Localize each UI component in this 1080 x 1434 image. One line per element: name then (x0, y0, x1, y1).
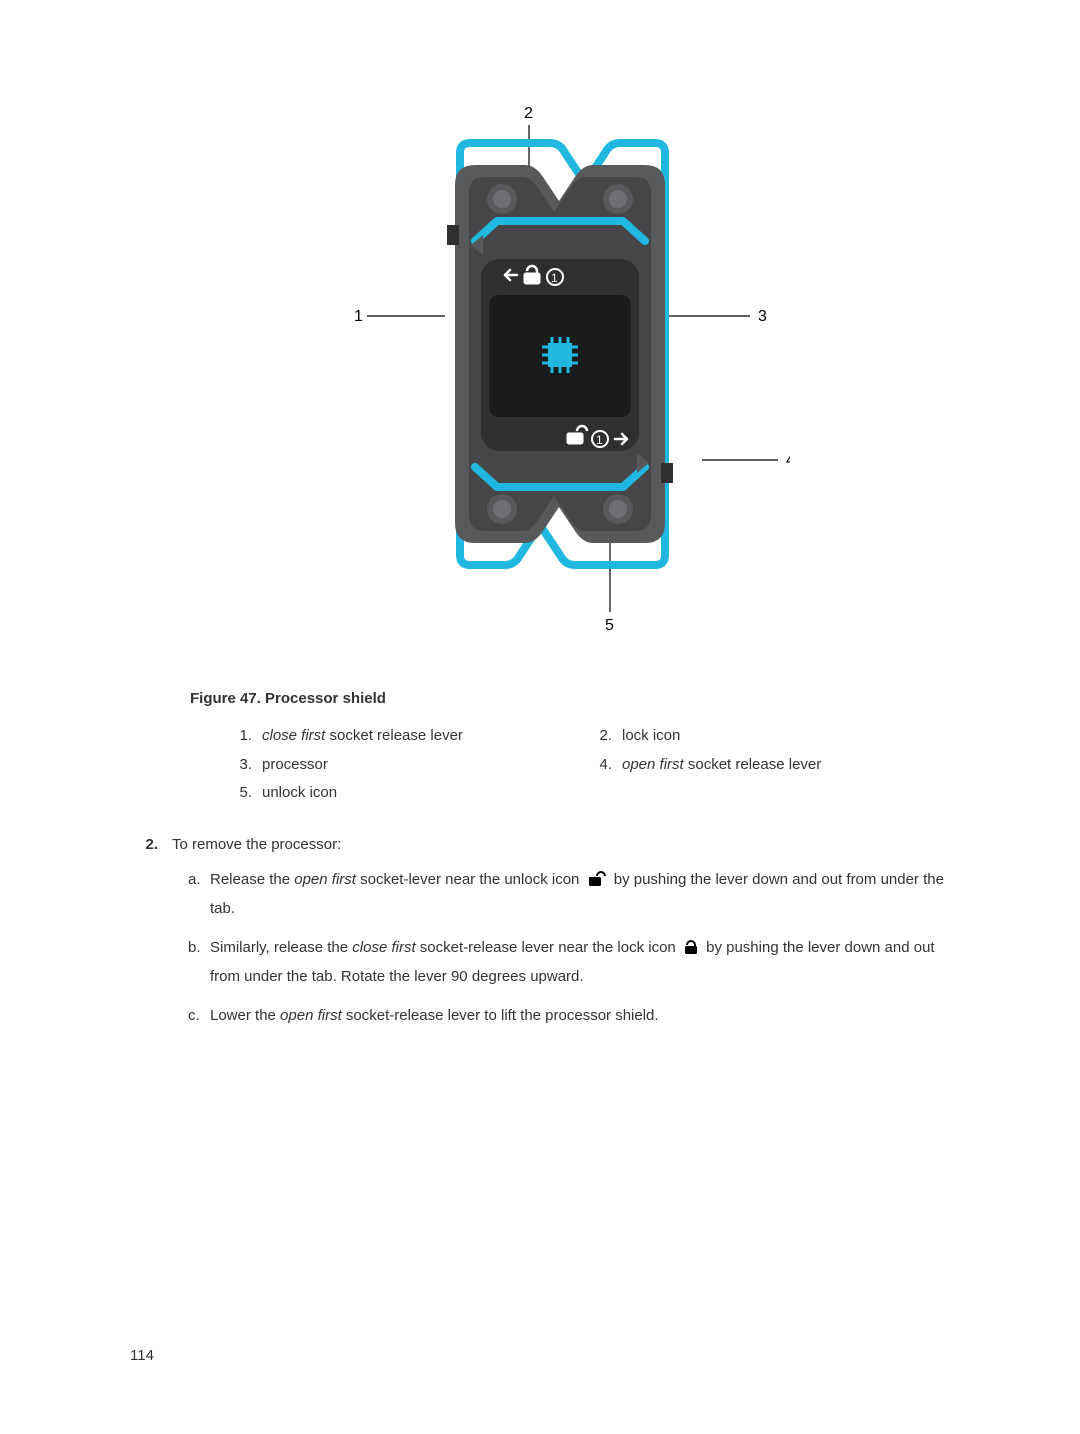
svg-text:1: 1 (596, 433, 603, 447)
callout-1: 1 (354, 308, 363, 325)
callout-3: 3 (758, 308, 767, 325)
callout-4: 4 (786, 452, 790, 469)
callout-5: 5 (605, 617, 614, 634)
unlock-icon (588, 870, 606, 896)
step-2: 2. To remove the processor: (130, 832, 950, 858)
substep-c: c. Lower the open first socket-release l… (188, 1003, 950, 1029)
step-number: 2. (130, 832, 158, 858)
figure-legend: 1. close first socket release lever 2. l… (230, 722, 950, 808)
processor-shield-diagram: 2 1 3 4 5 (290, 100, 790, 660)
substeps: a. Release the open first socket-lever n… (188, 867, 950, 1029)
lock-icon (684, 938, 698, 964)
document-page: 2 1 3 4 5 (0, 0, 1080, 1434)
legend-item-1: 1. close first socket release lever (230, 722, 570, 751)
legend-item-5: 5. unlock icon (230, 779, 570, 808)
step-text: To remove the processor: (172, 832, 341, 858)
substep-b: b. Similarly, release the close first so… (188, 935, 950, 989)
legend-item-3: 3. processor (230, 751, 570, 780)
figure-caption: Figure 47. Processor shield (190, 690, 950, 707)
svg-text:1: 1 (551, 271, 558, 285)
page-number: 114 (130, 1347, 154, 1364)
legend-item-4: 4. open first socket release lever (590, 751, 930, 780)
legend-item-2: 2. lock icon (590, 722, 930, 751)
substep-a: a. Release the open first socket-lever n… (188, 867, 950, 921)
callout-2: 2 (524, 105, 533, 122)
figure-area: 2 1 3 4 5 (130, 100, 950, 660)
